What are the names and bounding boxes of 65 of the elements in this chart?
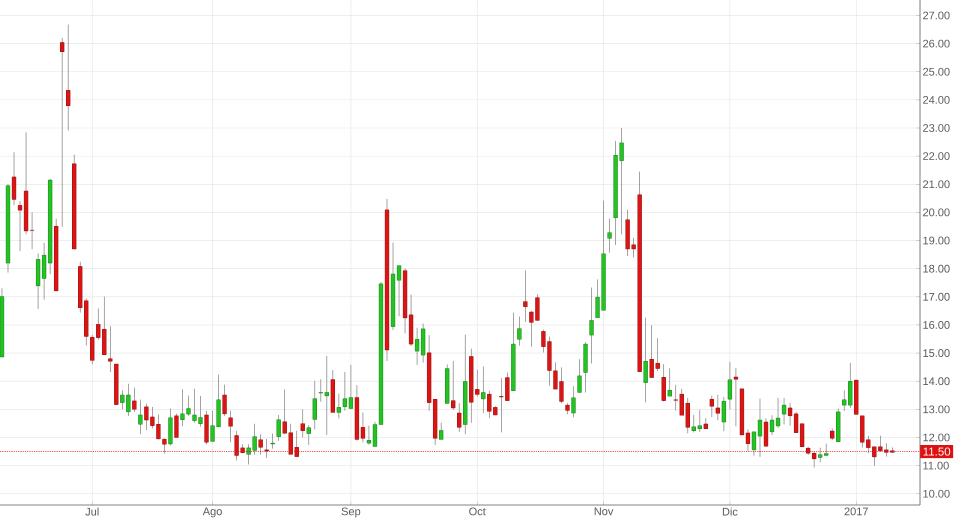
y-tick-label: 23.00 [923,124,950,132]
candlestick [138,399,143,434]
y-tick-label: 13.00 [923,405,950,414]
candlestick [306,424,311,446]
candlestick [222,384,227,416]
x-tick-label: Oct [469,508,486,516]
candlestick [710,395,714,418]
y-tick-label: 20.00 [923,208,950,216]
candlestick [60,37,64,228]
candlestick [607,218,612,253]
candlestick [108,326,112,372]
candlestick [270,433,275,450]
candlestick [451,360,456,410]
candlestick [517,316,522,346]
candlestick [66,24,70,131]
y-tick-label: 15.00 [923,349,950,357]
candlestick [662,364,666,402]
candlestick [198,396,203,428]
candlestick [668,368,672,396]
candlestick [722,396,726,432]
candlestick [132,387,137,412]
y-tick-label: 21.00 [923,180,950,188]
candlestick [12,152,16,206]
y-tick-label: 19.00 [923,236,950,244]
candlestick [300,409,305,438]
candlestick [438,422,444,440]
y-tick-label: 10.00 [923,490,950,498]
y-tick-label: 14.00 [923,377,950,386]
y-tick-label: 25.00 [923,68,950,76]
candlestick [704,418,708,430]
y-tick-label: 11.00 [923,462,949,470]
x-tick-label: Sep [342,508,360,518]
candlestick [192,388,197,423]
candlestick [457,402,462,432]
y-tick-label: 27.00 [923,12,950,20]
y-tick-label: 24.00 [923,96,950,104]
candlestick [276,414,281,442]
y-tick-label: 12.00 [923,434,950,442]
candlestick [716,394,720,421]
candlestick [565,402,570,414]
candlestick [174,413,179,438]
x-tick-label: 2017 [844,508,868,516]
candlestick [644,317,648,403]
candlestick [336,393,342,419]
candlestick [523,270,528,322]
candlestick [734,368,738,427]
x-tick-label: Dic [722,508,738,516]
x-tick-label: Nov [594,508,614,516]
x-tick-label: Jul [85,508,99,516]
x-tick-label: Ago [202,508,222,518]
candlestick [481,366,486,414]
candlestick [782,398,786,425]
candlestick [577,358,582,393]
ref-line-label: 11.50 [924,447,950,456]
y-tick-label: 22.00 [923,152,950,160]
candlestick [728,361,732,410]
y-tick-label: 26.00 [923,40,950,48]
candlestick [830,428,834,440]
candlestick [228,410,233,443]
candlestick [312,380,317,430]
y-tick-label: 17.00 [923,292,950,301]
candlestick [571,386,576,418]
y-tick-label: 16.00 [923,321,950,329]
y-tick-label: 18.00 [923,264,950,273]
candlestick [589,287,594,364]
